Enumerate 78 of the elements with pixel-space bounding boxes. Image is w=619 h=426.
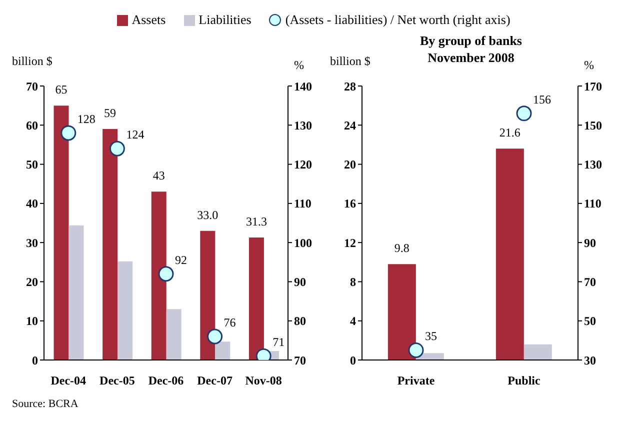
bar [215, 342, 230, 360]
y-tick-label: 0 [350, 353, 356, 368]
data-label: 92 [175, 252, 187, 267]
x-tick-label: Dec-06 [148, 374, 184, 388]
data-label: 43 [152, 168, 165, 183]
legend-label: Liabilities [198, 12, 252, 28]
chart-title: By group of banks November 2008 [420, 33, 522, 65]
y2-tick-label: 70 [294, 353, 306, 368]
y-tick-label: 20 [26, 274, 38, 289]
y-tick-label: 28 [344, 79, 356, 94]
bar [200, 230, 216, 360]
y2-tick-label: 80 [294, 314, 306, 328]
data-label: 65 [55, 82, 68, 97]
data-label: 128 [77, 112, 96, 126]
y2-tick-label: 70 [584, 274, 596, 289]
data-label: 76 [224, 316, 236, 330]
bar [248, 237, 264, 360]
bar [68, 225, 84, 360]
x-tick-label: Private [397, 374, 436, 388]
y-tick-label: 10 [26, 314, 38, 328]
y2-tick-label: 130 [294, 118, 312, 132]
y2-axis-title: % [294, 58, 304, 73]
y-tick-label: 16 [344, 196, 356, 211]
y2-tick-label: 130 [584, 158, 602, 172]
y2-tick-label: 50 [584, 314, 596, 328]
y-tick-label: 4 [350, 314, 356, 328]
y-tick-label: 40 [26, 196, 38, 211]
y2-tick-label: 110 [294, 196, 312, 211]
y2-axis-title: % [584, 58, 594, 73]
x-tick-label: Dec-07 [197, 374, 232, 388]
data-label: 21.6 [499, 126, 520, 140]
bar [524, 344, 552, 360]
y2-tick-label: 90 [584, 236, 596, 250]
y2-tick-label: 30 [584, 353, 596, 368]
data-label: 33.0 [197, 208, 218, 222]
data-label: 31.3 [246, 214, 267, 228]
data-label: 156 [533, 92, 551, 106]
data-label: 71 [272, 335, 285, 350]
y-tick-label: 0 [32, 353, 38, 368]
y-tick-label: 30 [26, 236, 38, 250]
y2-tick-label: 90 [294, 274, 306, 289]
source-note: Source: BCRA [11, 398, 80, 410]
x-tick-label: Dec-04 [50, 374, 86, 388]
bar [151, 192, 166, 360]
y-tick-label: 20 [344, 158, 356, 172]
bar [166, 309, 182, 360]
y2-tick-label: 120 [294, 158, 312, 172]
x-tick-label: Public [508, 374, 542, 388]
y2-tick-label: 110 [584, 196, 602, 211]
y-tick-label: 24 [344, 118, 356, 132]
y-axis-title: billion $ [12, 54, 52, 69]
x-tick-label: Dec-05 [100, 374, 135, 388]
bar [388, 264, 416, 360]
x-tick-label: Nov-08 [245, 374, 282, 388]
bar [54, 106, 69, 360]
bar [496, 148, 524, 360]
y-tick-label: 12 [344, 236, 356, 250]
y-tick-label: 8 [350, 274, 356, 289]
data-label: 124 [126, 128, 144, 142]
y2-tick-label: 170 [584, 79, 602, 94]
point [109, 140, 125, 156]
y2-tick-label: 100 [294, 236, 312, 250]
y2-tick-label: 140 [294, 79, 312, 94]
legend-label: Assets [130, 12, 166, 28]
y2-tick-label: 150 [584, 118, 602, 132]
bar [102, 129, 118, 360]
y-tick-label: 50 [26, 158, 38, 172]
y-axis-title: billion $ [330, 54, 370, 69]
point [158, 266, 174, 282]
y-tick-label: 60 [26, 118, 38, 132]
bar [118, 261, 133, 360]
legend-label: (Assets - liabilities) / Net worth (right axis) [284, 12, 510, 28]
data-label: 35 [425, 329, 437, 344]
data-label: 59 [104, 106, 116, 120]
y-tick-label: 70 [26, 79, 38, 94]
point [207, 328, 223, 344]
point [60, 125, 76, 141]
data-label: 9.8 [394, 241, 410, 256]
